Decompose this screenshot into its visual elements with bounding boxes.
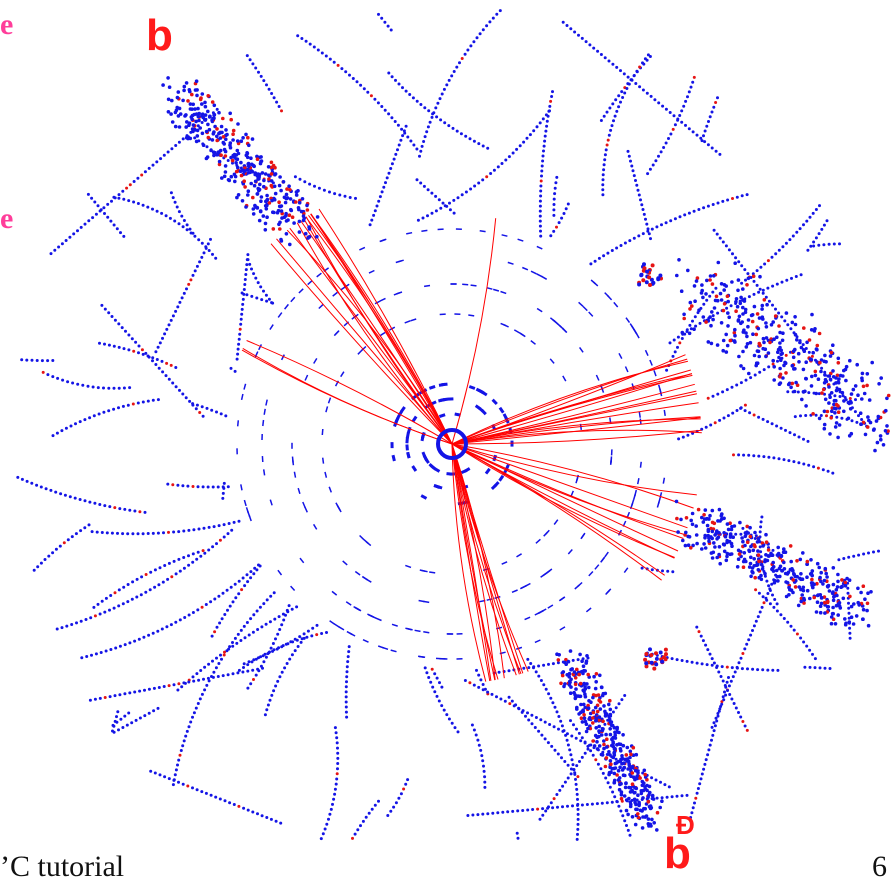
silicon-detector-layers <box>236 228 666 660</box>
footer-title: ’C tutorial <box>0 850 125 883</box>
beam-pipe <box>436 428 468 460</box>
side-label-e-1: e <box>0 8 14 41</box>
b-jet-label-top: b <box>146 11 173 60</box>
reconstructed-tracks <box>241 208 702 682</box>
jet-hit-clusters <box>161 76 891 832</box>
b-jet-label-bottom: b <box>664 829 691 878</box>
outer-detector-hits <box>16 9 880 841</box>
anti-b-bar-mark: Ð <box>676 810 695 840</box>
footer-page-number: 6 <box>872 850 887 883</box>
side-label-e-2: e <box>0 202 14 235</box>
